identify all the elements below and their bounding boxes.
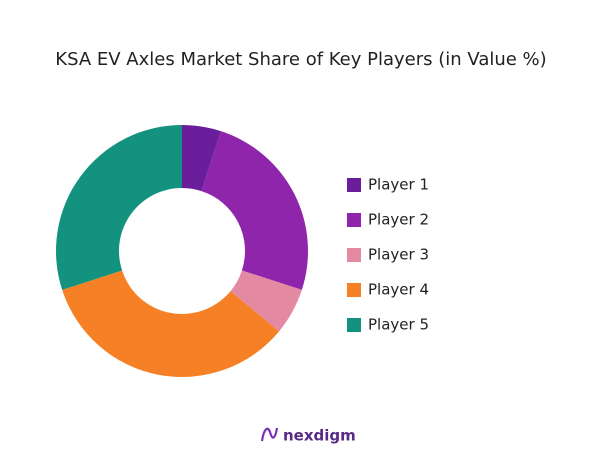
donut-slice — [230, 270, 302, 332]
donut-slice — [201, 131, 308, 290]
legend-label: Player 1 — [368, 176, 429, 194]
legend-swatch — [347, 248, 361, 262]
logo-icon — [260, 427, 279, 442]
legend-swatch — [347, 283, 361, 297]
legend-label: Player 3 — [368, 246, 429, 264]
legend-label: Player 4 — [368, 281, 429, 299]
logo-text: nexdigm — [283, 427, 356, 445]
legend-swatch — [347, 178, 361, 192]
donut-slice — [182, 125, 221, 192]
legend-swatch — [347, 213, 361, 227]
donut-slice — [55, 125, 182, 290]
chart-title: KSA EV Axles Market Share of Key Players… — [55, 49, 546, 70]
legend-label: Player 2 — [368, 211, 429, 229]
logo: nexdigm — [260, 427, 356, 445]
legend-label: Player 5 — [368, 316, 429, 334]
donut-slice — [62, 270, 280, 378]
legend-swatch — [347, 318, 361, 332]
